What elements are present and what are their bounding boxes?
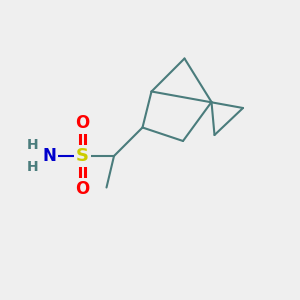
Text: O: O [75,180,90,198]
Text: H: H [27,160,39,174]
Text: O: O [75,114,90,132]
Text: H: H [27,138,39,152]
Text: S: S [76,147,89,165]
Text: N: N [43,147,56,165]
